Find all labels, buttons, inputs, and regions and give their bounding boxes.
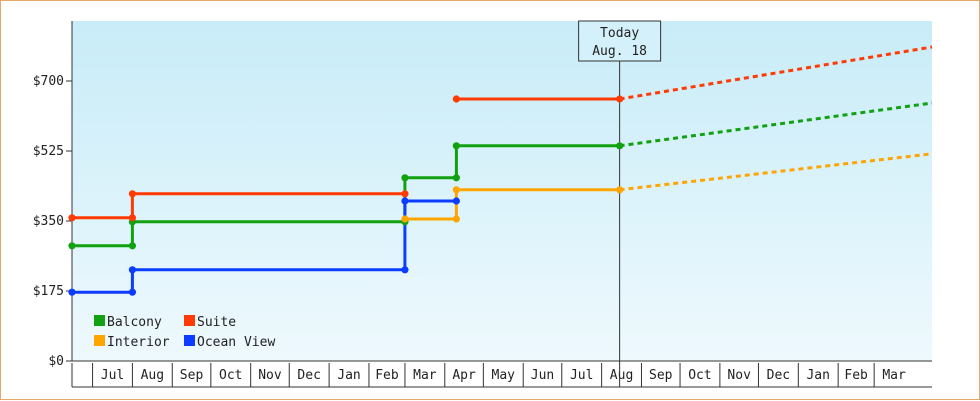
x-tick-label: Apr	[452, 368, 476, 383]
x-tick-label: Aug	[141, 368, 164, 383]
interior-point	[616, 186, 624, 194]
y-tick-label: $350	[33, 214, 64, 229]
x-tick-label: Feb	[844, 368, 868, 383]
interior-point	[401, 215, 409, 223]
series-layer	[68, 45, 933, 296]
suite-point	[128, 214, 137, 222]
interior-point	[452, 186, 460, 194]
x-tick-label: Dec	[297, 368, 320, 383]
suite-point	[452, 95, 460, 103]
ocean-view-point	[68, 288, 76, 296]
ocean-view-line	[72, 199, 457, 294]
balcony-point	[452, 142, 460, 150]
balcony-point	[616, 142, 624, 150]
y-tick-label: $525	[33, 144, 64, 159]
suite-forecast-line	[619, 45, 933, 101]
y-tick-label: $700	[33, 74, 64, 89]
balcony-forecast-line	[619, 101, 933, 148]
legend-swatch-ocean-view	[184, 335, 195, 346]
suite-point	[68, 214, 76, 222]
interior-forecast-line	[619, 152, 933, 192]
x-tick-label: May	[492, 368, 516, 383]
balcony-point	[68, 242, 76, 250]
ocean-view-point	[452, 197, 460, 205]
x-tick-label: Mar	[882, 368, 906, 383]
balcony-point	[128, 242, 137, 250]
x-tick-label: Jul	[101, 368, 124, 383]
today-date-label: Aug. 18	[592, 44, 647, 59]
x-tick-label: Jan	[337, 368, 360, 383]
x-tick-label: Jan	[806, 368, 829, 383]
legend-swatch-interior	[94, 335, 105, 346]
x-tick-label: Oct	[219, 368, 242, 383]
ocean-view-point	[128, 288, 137, 296]
today-label: Today	[600, 26, 639, 41]
x-tick-label: Mar	[413, 368, 437, 383]
legend-swatch-suite	[184, 315, 195, 326]
x-tick-label: Nov	[258, 368, 282, 383]
x-tick-label: Feb	[375, 368, 399, 383]
x-tick-label: Dec	[767, 368, 790, 383]
legend-label-ocean-view: Ocean View	[197, 335, 275, 350]
interior-point	[452, 215, 460, 223]
x-tick-label: Oct	[688, 368, 711, 383]
y-tick-label: $175	[33, 284, 64, 299]
x-tick-label: Jul	[570, 368, 593, 383]
suite-line	[72, 192, 405, 220]
y-tick-label: $0	[48, 354, 64, 369]
today-box	[578, 20, 662, 62]
ocean-view-point	[401, 197, 409, 205]
legend-label-interior: Interior	[107, 335, 170, 350]
suite-point	[128, 190, 137, 198]
today-marker: Today Aug. 18	[578, 20, 662, 387]
balcony-point	[401, 174, 409, 182]
legend-swatch-balcony	[94, 315, 105, 326]
x-tick-label: Nov	[727, 368, 751, 383]
ocean-view-point	[401, 266, 409, 274]
x-tick-label: Aug	[610, 368, 633, 383]
suite-point	[401, 190, 409, 198]
legend-label-balcony: Balcony	[107, 315, 162, 330]
y-axis: $0 $175 $350 $525 $700	[33, 21, 932, 369]
balcony-point	[452, 174, 460, 182]
x-tick-label: Jun	[531, 368, 554, 383]
suite-point	[616, 95, 624, 103]
x-tick-label: Sep	[180, 368, 204, 383]
ocean-view-point	[128, 266, 137, 274]
legend: Balcony Suite Interior Ocean View	[94, 315, 275, 350]
legend-label-suite: Suite	[197, 315, 236, 330]
x-axis: Jul Aug Sep Oct Nov Dec Jan Feb Mar Apr May Jun Jul A…	[71, 363, 932, 388]
x-tick-label: Sep	[649, 368, 673, 383]
